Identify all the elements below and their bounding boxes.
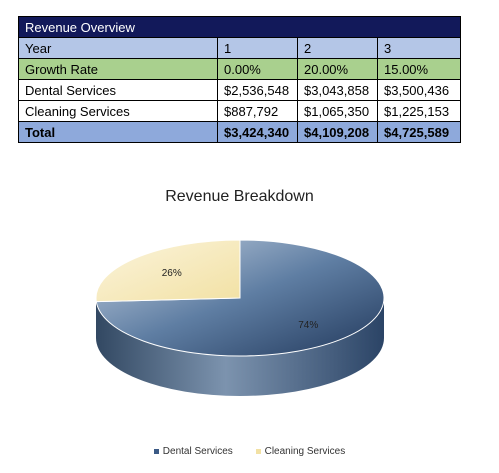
header-cell: 2 xyxy=(297,37,378,59)
row-label: Total xyxy=(18,121,218,143)
table-cell: $3,043,858 xyxy=(297,79,378,101)
table-cell: $3,424,340 xyxy=(217,121,298,143)
table-cell: $1,225,153 xyxy=(376,100,462,122)
header-cell: Year xyxy=(18,37,218,59)
table-cell: 0.00% xyxy=(217,58,298,80)
table-row-dental-services: Dental Services $2,536,548 $3,043,858 $3… xyxy=(18,79,462,101)
table-cell: $4,725,589 xyxy=(376,121,462,143)
pie-data-label: 74% xyxy=(298,320,318,331)
table-cell: $887,792 xyxy=(217,100,298,122)
table-row-total: Total $3,424,340 $4,109,208 $4,725,589 xyxy=(18,121,462,143)
table-title: Revenue Overview xyxy=(17,16,462,38)
pie-slice-cleaning xyxy=(95,239,241,303)
revenue-table: Revenue Overview Year 1 2 3 Growth Rate … xyxy=(17,16,462,143)
table-row-cleaning-services: Cleaning Services $887,792 $1,065,350 $1… xyxy=(18,100,462,122)
table-cell: $1,065,350 xyxy=(297,100,378,122)
pie-side-group xyxy=(96,298,384,396)
header-cell: 3 xyxy=(376,37,462,59)
legend-marker-dental xyxy=(153,448,159,454)
pie-chart: 74% 26% xyxy=(95,239,385,396)
table-title-row: Revenue Overview xyxy=(17,16,462,38)
legend-label: Cleaning Services xyxy=(264,446,346,457)
table-cell: $3,500,436 xyxy=(376,79,462,101)
legend-marker-cleaning xyxy=(255,448,261,454)
legend-item-cleaning: Cleaning Services xyxy=(255,446,346,457)
table-cell: 15.00% xyxy=(376,58,462,80)
chart-title: Revenue Breakdown xyxy=(165,188,314,205)
table-cell: 20.00% xyxy=(297,58,378,80)
table-header-row: Year 1 2 3 xyxy=(18,37,462,59)
pie-labels-group: 74% 26% xyxy=(162,268,319,331)
pie-slices-group xyxy=(95,239,385,357)
table-row-growth-rate: Growth Rate 0.00% 20.00% 15.00% xyxy=(18,58,462,80)
legend-item-dental: Dental Services xyxy=(153,446,233,457)
legend-label: Dental Services xyxy=(162,446,233,457)
table-cell: $4,109,208 xyxy=(297,121,378,143)
pie-data-label: 26% xyxy=(162,268,182,279)
row-label: Growth Rate xyxy=(18,58,218,80)
legend: Dental Services Cleaning Services xyxy=(0,446,499,457)
row-label: Dental Services xyxy=(18,79,218,101)
table-cell: $2,536,548 xyxy=(217,79,298,101)
row-label: Cleaning Services xyxy=(18,100,218,122)
header-cell: 1 xyxy=(217,37,298,59)
pie-side xyxy=(96,298,384,396)
